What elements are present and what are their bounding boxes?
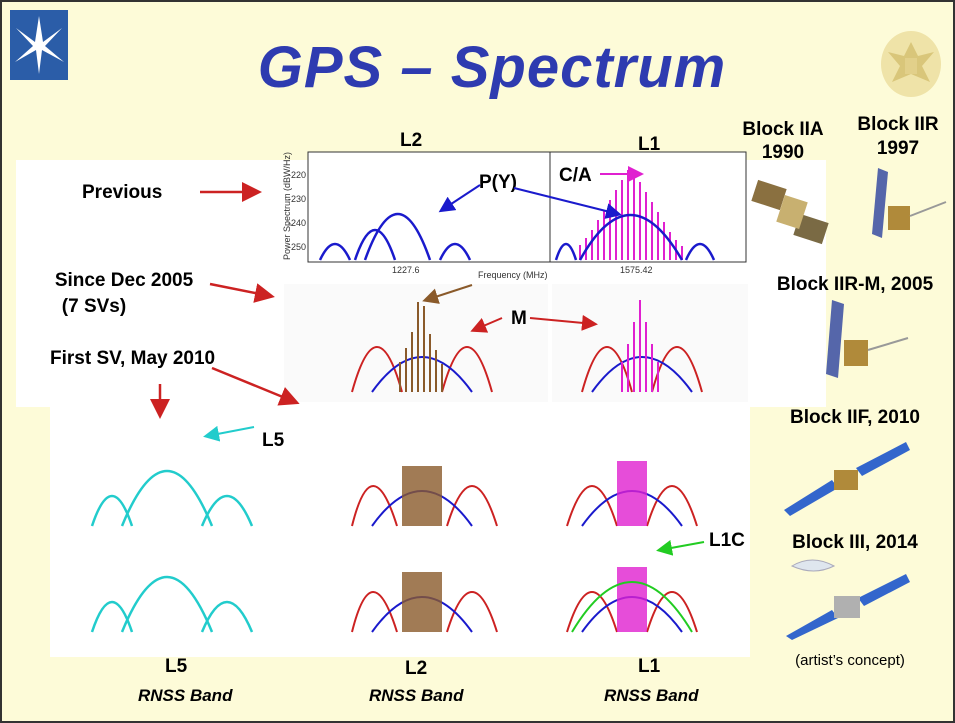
signal-label-m: M: [511, 308, 527, 329]
l2-py-envelope: [363, 213, 432, 261]
sat-label-block-iif: Block IIF, 2010: [790, 407, 920, 428]
signal-label-l5: L5: [262, 430, 285, 451]
arrow-py-l1: [513, 187, 622, 219]
rnss-label-l1: RNSS Band: [604, 686, 699, 705]
l2-m-lobe-right: [441, 346, 493, 393]
l5-lobe-right: [200, 494, 254, 527]
arrow-first-sv: [211, 366, 300, 406]
ytick-4: -250: [288, 242, 306, 252]
l2-py-side-lobe-right: [438, 242, 472, 261]
l2-m-lobe-right-4: [446, 591, 498, 633]
spectrum-previous: Power Spectrum (dBW/Hz) -220 -230 -240 -…: [282, 151, 747, 280]
arrow-l2-civil: [422, 284, 473, 304]
l1-m-lobe-right-4: [646, 591, 698, 633]
arrow-l5: [203, 425, 255, 442]
satellite-iia-image: [751, 179, 829, 245]
ytick-2: -230: [288, 194, 306, 204]
sat-label-block-iii: Block III, 2014: [792, 532, 918, 553]
l5-lobe-right-4: [200, 600, 254, 633]
l1-m-lobe-left-3: [566, 485, 618, 527]
l1-m-lobe-left: [581, 346, 633, 393]
spectrum-iii: [90, 567, 698, 633]
sat-year-block-iir: 1997: [876, 138, 920, 159]
arrow-m-l2: [470, 317, 503, 333]
l1-py-main-lobe: [578, 213, 684, 261]
l5-main-lobe-4: [120, 575, 214, 633]
page-title: GPS – Spectrum: [257, 35, 727, 100]
l2-civil-spikes: [399, 302, 443, 392]
sat-year-block-iia: 1990: [761, 142, 805, 163]
l2-m-lobe-left-4: [351, 591, 398, 633]
row-label-previous: Previous: [82, 182, 163, 203]
xtick-l1: 1575.42: [620, 265, 653, 275]
star-logo-icon: [10, 10, 68, 80]
l2-m-lobe-right-3: [446, 485, 498, 527]
rnss-label-l5: RNSS Band: [138, 686, 233, 705]
spectrum-iif: [90, 461, 698, 527]
l2-py-main-lobe: [353, 228, 397, 261]
signal-label-ca: C/A: [559, 165, 592, 186]
y-axis-label: Power Spectrum (dBW/Hz): [282, 152, 292, 260]
l1-py-side-lobe-left: [554, 242, 578, 261]
sat-label-block-iir: Block IIR: [857, 114, 939, 135]
arrow-l1c: [656, 539, 705, 556]
sat-label-block-iirm: Block IIR-M, 2005: [776, 274, 934, 295]
arrow-py-l2: [438, 184, 481, 213]
l2-civil-fill: [402, 466, 442, 526]
satellite-iii-image: [786, 559, 910, 640]
row-label-svs: (7 SVs): [61, 296, 127, 317]
l1-py-lobe: [591, 356, 693, 393]
l2-civil-fill-4: [402, 572, 442, 632]
l2-py-side-lobe-left: [318, 242, 352, 261]
ytick-1: -220: [288, 170, 306, 180]
l5-main-lobe: [120, 469, 214, 527]
sat-label-block-iia: Block IIA: [742, 119, 824, 140]
satellite-iif-image: [784, 442, 910, 516]
arrow-m-l1: [529, 314, 598, 331]
l1-m-lobe-right-3: [646, 485, 698, 527]
band-label-l1-bottom: L1: [638, 656, 661, 677]
signal-label-py: P(Y): [479, 172, 517, 193]
l1c-lobe: [571, 581, 693, 633]
l1-ca-fill: [617, 461, 647, 526]
satellite-iir-image: [872, 168, 947, 238]
row-label-first-sv: First SV, May 2010: [50, 348, 216, 369]
row-label-since-dec-2005: Since Dec 2005: [54, 270, 194, 291]
l2-m-lobe-left-3: [351, 485, 398, 527]
sat-note-artist: (artist’s concept): [795, 652, 905, 669]
l1-ca-fill-4: [617, 567, 647, 632]
great-seal-icon: [881, 31, 941, 97]
l2-m-lobe-left: [351, 346, 403, 393]
signal-label-l1c: L1C: [709, 530, 745, 551]
arrow-since-2005: [209, 282, 275, 303]
l1-ca-spikes-2: [621, 300, 659, 392]
rnss-label-l2: RNSS Band: [369, 686, 464, 705]
spectrum-iirm: [284, 284, 748, 402]
l1-m-lobe-left-4: [566, 591, 618, 633]
l1-py-side-lobe-right: [684, 242, 716, 261]
satellite-iirm-image: [826, 300, 909, 378]
l2-py-lobe: [371, 356, 473, 393]
band-label-l5-bottom: L5: [165, 656, 188, 677]
xtick-l2: 1227.6: [392, 265, 420, 275]
band-label-l2-bottom: L2: [405, 658, 428, 679]
x-axis-label: Frequency (MHz): [478, 270, 548, 280]
band-label-l2-top: L2: [400, 130, 423, 151]
band-label-l1-top: L1: [638, 134, 661, 155]
ytick-3: -240: [288, 218, 306, 228]
